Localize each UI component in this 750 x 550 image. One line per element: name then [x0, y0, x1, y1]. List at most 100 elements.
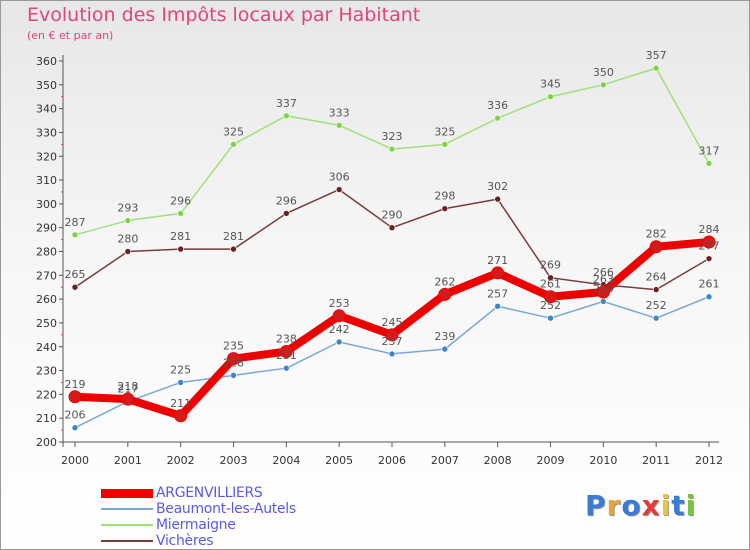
data-point [124, 248, 132, 255]
data-point [174, 409, 188, 423]
data-label: 357 [646, 49, 667, 62]
data-point [121, 392, 135, 406]
data-label: 281 [170, 230, 191, 243]
data-point [230, 372, 237, 379]
data-label: 337 [276, 97, 297, 110]
data-label: 282 [646, 228, 667, 241]
y-tick-label: 280 [36, 246, 57, 259]
data-point [438, 287, 452, 301]
logo-letter: r [606, 489, 622, 522]
legend-swatch [101, 540, 153, 542]
data-point [335, 186, 343, 193]
data-label: 253 [329, 297, 350, 310]
x-tick-label: 2011 [642, 454, 670, 467]
data-point [68, 390, 82, 404]
y-tick-label: 270 [36, 269, 57, 282]
data-point [652, 64, 660, 72]
data-point [494, 114, 501, 122]
data-point [332, 309, 346, 323]
x-tick-label: 2007 [431, 454, 459, 467]
chart-title: Evolution des Impôts locaux par Habitant [27, 4, 421, 26]
data-label: 211 [170, 397, 191, 410]
legend-label: Vichères [156, 533, 214, 549]
y-tick-label: 330 [36, 126, 57, 139]
data-point [649, 240, 663, 254]
data-label: 237 [382, 335, 403, 348]
data-point [705, 160, 713, 167]
data-point [279, 345, 293, 359]
data-label: 252 [540, 299, 561, 312]
x-tick-label: 2012 [695, 454, 723, 467]
data-point [494, 302, 501, 310]
data-label: 277 [699, 240, 720, 253]
data-label: 225 [170, 363, 191, 376]
data-point [544, 290, 557, 304]
data-label: 245 [382, 316, 403, 329]
data-label: 293 [117, 202, 138, 215]
data-label: 231 [276, 349, 297, 362]
data-label: 206 [65, 409, 86, 422]
data-point [547, 274, 554, 281]
data-label: 284 [699, 223, 720, 236]
data-label: 262 [434, 275, 455, 288]
data-point [600, 298, 607, 305]
chart-subtitle: (en € et par an) [27, 29, 114, 42]
data-label: 238 [276, 333, 297, 346]
data-label: 323 [382, 130, 403, 143]
data-label: 296 [276, 194, 297, 207]
legend-item: ARGENVILLIERS [101, 485, 296, 501]
data-label: 306 [329, 171, 350, 184]
y-tick-label: 240 [36, 341, 57, 354]
data-label: 217 [117, 383, 138, 396]
data-point [494, 195, 501, 203]
x-tick-label: 2006 [378, 454, 406, 467]
data-point [230, 245, 237, 253]
legend-swatch [101, 508, 153, 510]
data-label: 266 [593, 266, 614, 279]
data-label: 296 [170, 194, 191, 207]
data-point [441, 205, 449, 212]
legend-label: ARGENVILLIERS [156, 485, 263, 501]
data-point [705, 293, 713, 301]
data-point [388, 224, 396, 231]
data-label: 263 [593, 273, 614, 286]
legend-swatch [101, 488, 153, 498]
logo-letter: o [621, 489, 642, 522]
data-point [441, 141, 449, 148]
data-label: 219 [65, 378, 86, 391]
x-tick-label: 2003 [220, 454, 248, 467]
y-tick-label: 200 [36, 436, 57, 449]
data-label: 242 [329, 323, 350, 336]
y-tick-label: 310 [36, 174, 57, 187]
y-tick-label: 290 [36, 222, 57, 235]
data-label: 271 [487, 254, 508, 267]
data-point [596, 285, 610, 299]
data-point [491, 266, 505, 280]
data-label: 281 [223, 230, 244, 243]
data-label: 350 [593, 66, 614, 79]
y-tick-label: 260 [36, 293, 57, 306]
x-tick-label: 2000 [61, 454, 89, 467]
y-tick-label: 320 [36, 150, 57, 163]
data-label: 265 [65, 268, 86, 281]
legend: ARGENVILLIERS Beaumont-les-Autels Miermaig… [101, 485, 296, 549]
data-point [547, 314, 554, 322]
y-tick-label: 250 [36, 317, 57, 330]
x-tick-label: 2010 [589, 454, 617, 467]
data-point [388, 350, 396, 358]
proxiti-logo: Proxiti [585, 489, 696, 522]
data-point [71, 424, 79, 432]
legend-label: Miermaigne [156, 517, 236, 533]
x-tick-label: 2001 [114, 454, 142, 467]
data-point [388, 145, 396, 153]
data-label: 333 [329, 106, 350, 119]
y-tick-label: 220 [36, 388, 57, 401]
data-point [702, 235, 716, 249]
data-label: 317 [699, 144, 720, 157]
data-label: 228 [223, 356, 244, 369]
legend-item: Beaumont-les-Autels [101, 501, 296, 517]
data-point [283, 112, 290, 120]
data-label: 325 [223, 125, 244, 138]
legend-label: Beaumont-les-Autels [156, 501, 296, 517]
data-point [335, 121, 343, 129]
